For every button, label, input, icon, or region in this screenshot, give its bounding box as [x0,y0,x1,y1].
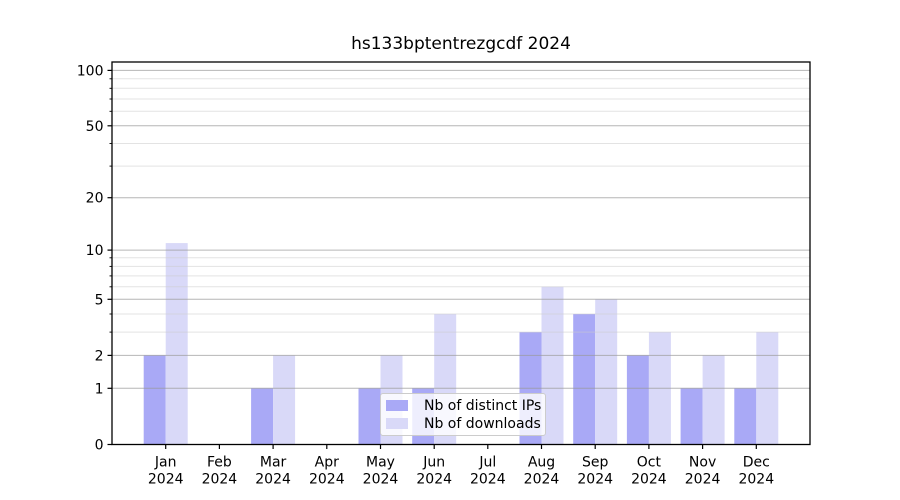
x-tick-label-sep: Sep [582,455,609,471]
legend: Nb of distinct IPs Nb of downloads [380,393,546,436]
x-tick-year-feb: 2024 [202,472,238,488]
y-tick-label-2: 2 [95,348,104,364]
y-tick-label-20: 20 [86,191,104,207]
x-tick-label-may: May [366,455,395,471]
x-tick-label-mar: Mar [260,455,287,471]
x-tick-label-oct: Oct [637,455,662,471]
x-tick-year-jul: 2024 [470,472,506,488]
bar-distinct-ips-jan [143,355,166,445]
y-tick-label-100: 100 [77,63,104,79]
bar-distinct-ips-may [358,388,381,445]
bar-downloads-jan [165,243,188,445]
legend-label-distinct-ips: Nb of distinct IPs [424,397,542,414]
y-tick-label-0: 0 [95,438,104,454]
y-tick-label-5: 5 [95,292,104,308]
chart-title: hs133bptentrezgcdf 2024 [351,34,571,54]
x-tick-label-nov: Nov [689,455,716,471]
y-tick-label-10: 10 [86,243,104,259]
legend-label-downloads: Nb of downloads [424,415,541,432]
y-tick-label-1: 1 [95,381,104,397]
legend-item-distinct-ips: Nb of distinct IPs [386,397,541,414]
x-tick-year-nov: 2024 [685,472,721,488]
x-tick-year-sep: 2024 [577,472,613,488]
bar-distinct-ips-dec [734,388,757,445]
axes-spines [111,61,811,446]
y-tick-label-50: 50 [86,119,104,135]
x-tick-label-jan: Jan [154,455,177,471]
bar-downloads-nov [702,355,725,445]
x-tick-year-jan: 2024 [148,472,184,488]
x-tick-year-mar: 2024 [255,472,291,488]
bar-distinct-ips-oct [626,355,649,445]
bar-distinct-ips-mar [251,388,274,445]
legend-swatch-downloads [386,418,408,429]
x-tick-label-jul: Jul [478,455,496,471]
legend-item-downloads: Nb of downloads [386,415,541,432]
x-tick-year-oct: 2024 [631,472,667,488]
x-tick-label-dec: Dec [743,455,770,471]
x-tick-year-jun: 2024 [416,472,452,488]
bar-distinct-ips-nov [680,388,703,445]
legend-swatch-distinct-ips [386,400,408,411]
bar-distinct-ips-sep [573,314,596,445]
bar-downloads-aug [541,286,564,445]
x-tick-year-aug: 2024 [524,472,560,488]
x-tick-label-jun: Jun [422,455,445,471]
x-tick-label-feb: Feb [207,455,232,471]
x-tick-label-apr: Apr [315,455,339,471]
bar-downloads-mar [273,355,296,445]
bar-downloads-sep [595,299,618,445]
x-tick-year-apr: 2024 [309,472,345,488]
x-tick-label-aug: Aug [528,455,555,471]
x-tick-year-dec: 2024 [738,472,774,488]
x-tick-year-may: 2024 [363,472,399,488]
